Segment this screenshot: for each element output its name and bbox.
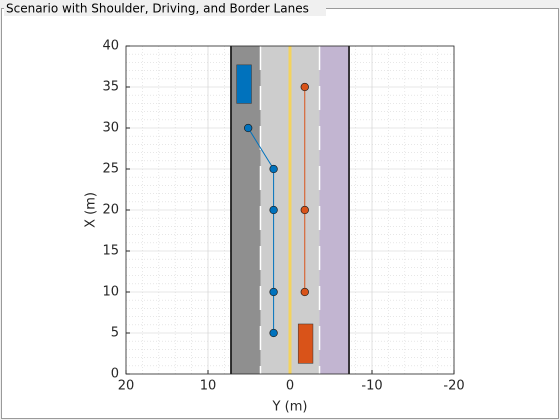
y-tick-label: 40 — [102, 39, 119, 54]
waypoint — [300, 287, 309, 297]
x-tick-label: 0 — [286, 379, 294, 394]
y-tick-label: 35 — [102, 80, 119, 95]
y-tick-label: 15 — [102, 244, 119, 259]
waypoint — [244, 123, 253, 133]
waypoint — [300, 205, 309, 215]
vehicle — [236, 64, 252, 104]
axes-box — [125, 45, 455, 375]
vehicle — [297, 323, 314, 364]
y-tick-label: 10 — [102, 285, 119, 300]
y-axis-label: X (m) — [84, 192, 99, 228]
waypoint — [269, 328, 278, 338]
x-tick-label: 20 — [118, 379, 135, 394]
waypoint — [300, 82, 309, 92]
x-tick-label: 10 — [200, 379, 217, 394]
lane — [319, 46, 350, 374]
waypoint — [269, 205, 278, 215]
x-axis-label: Y (m) — [272, 400, 308, 415]
y-tick-label: 30 — [102, 121, 119, 136]
y-tick-label: 20 — [102, 203, 119, 218]
waypoint — [269, 287, 278, 297]
y-tick-label: 0 — [111, 367, 119, 382]
y-tick-label: 5 — [111, 326, 119, 341]
x-tick-label: -20 — [443, 379, 464, 394]
waypoint — [269, 164, 278, 174]
y-tick-label: 25 — [102, 162, 119, 177]
panel-title: Scenario with Shoulder, Driving, and Bor… — [6, 2, 309, 16]
x-tick-label: -10 — [361, 379, 382, 394]
panel-title-bg — [4, 1, 326, 16]
